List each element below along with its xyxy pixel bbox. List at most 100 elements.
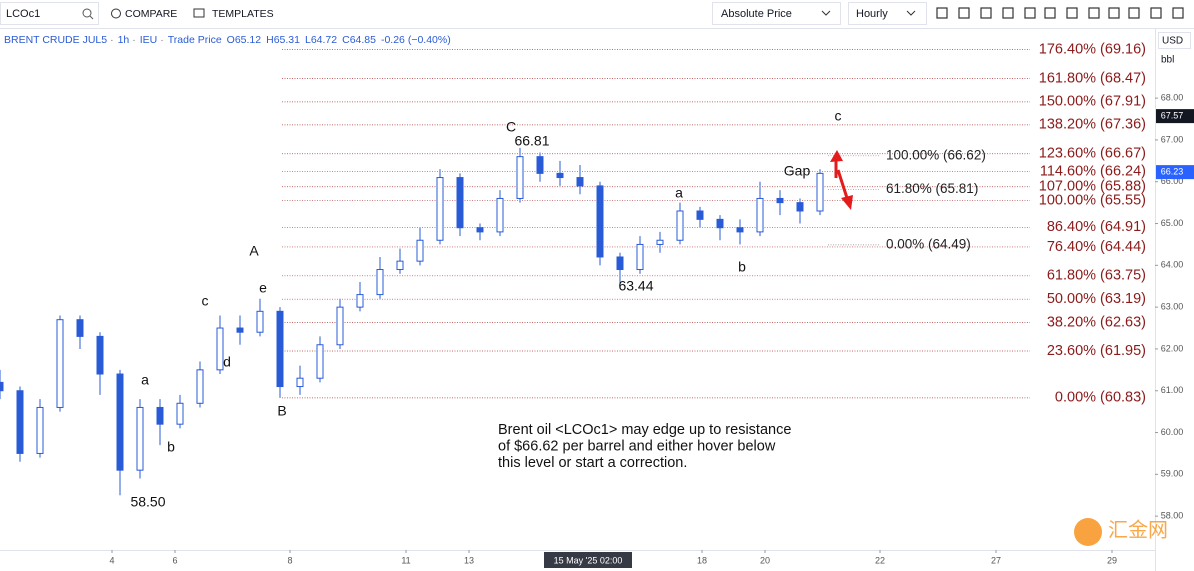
wave-label: C [506, 119, 516, 135]
y-tick-label: 58.00 [1161, 511, 1184, 521]
separator: · [110, 34, 114, 46]
candle-body [636, 243, 644, 271]
symbol[interactable]: LCOc1 [6, 8, 40, 20]
tool-icon[interactable] [1066, 7, 1078, 19]
fib-level-label: 107.00% (65.88) [1039, 179, 1146, 195]
y-tick-label: 67.00 [1161, 134, 1184, 144]
candle-body [296, 377, 304, 388]
fib-level-label: 38.20% (62.63) [1047, 314, 1146, 330]
legend-name: BRENT CRUDE JUL5 [4, 34, 107, 46]
candle-body [176, 402, 184, 425]
candle-body [396, 260, 404, 271]
candle-body [476, 227, 484, 233]
wave-label: 58.50 [130, 494, 165, 510]
templates-button[interactable]: TEMPLATES [212, 8, 274, 20]
price-tag [1156, 165, 1194, 180]
fib-level-label: 76.40% (64.44) [1047, 239, 1146, 255]
watermark: 汇金网 [1108, 518, 1168, 541]
candle-body [756, 197, 764, 233]
candle-body [76, 319, 84, 337]
x-tick-label: 8 [287, 555, 292, 565]
currency-button[interactable] [1158, 32, 1191, 49]
fib-level-label: 161.80% (68.47) [1039, 70, 1146, 86]
candle-body [256, 310, 264, 333]
projection-label: 0.00% (64.49) [886, 236, 971, 251]
candle-body [336, 306, 344, 346]
tool-icon[interactable] [958, 7, 970, 19]
candle-body [216, 327, 224, 371]
candle-body [516, 156, 524, 199]
candle-body [0, 381, 4, 392]
candle-body [56, 319, 64, 408]
y-tick-label: 59.00 [1161, 469, 1184, 479]
fib-level-label: 23.60% (61.95) [1047, 343, 1146, 359]
wave-label: Gap [784, 163, 811, 179]
price-tag-label: 66.23 [1161, 166, 1184, 176]
price-mode-select[interactable] [712, 2, 841, 25]
tool-icon[interactable] [980, 7, 992, 19]
legend-interval: 1h [118, 34, 130, 46]
templates-icon [193, 8, 205, 18]
x-tick-label: 29 [1107, 555, 1117, 565]
y-tick-label: 63.00 [1161, 302, 1184, 312]
compare-button[interactable]: COMPARE [125, 8, 177, 20]
candle-body [536, 156, 544, 174]
legend-price_type: Trade Price [168, 34, 222, 46]
fib-level-label: 150.00% (67.91) [1039, 94, 1146, 110]
projection-label: 100.00% (66.62) [886, 147, 986, 162]
fib-level-label: 61.80% (63.75) [1047, 268, 1146, 284]
y-tick-label: 65.00 [1161, 218, 1184, 228]
candle-body [236, 327, 244, 333]
candle-body [796, 202, 804, 212]
tool-icon[interactable] [1088, 7, 1100, 19]
tool-icon[interactable] [1002, 7, 1014, 19]
candle-body [276, 310, 284, 388]
legend-low: L64.72 [305, 34, 337, 46]
candle-body [616, 256, 624, 271]
price-mode[interactable]: Absolute Price [721, 8, 792, 20]
candle-body [576, 177, 584, 187]
candle-body [436, 177, 444, 241]
arrow-down-head [841, 195, 853, 210]
x-tick-label: 4 [109, 555, 114, 565]
chevron [821, 10, 831, 16]
fib-level-label: 50.00% (63.19) [1047, 291, 1146, 307]
x-tick-label: 27 [991, 555, 1001, 565]
x-tick-label: 20 [760, 555, 770, 565]
tool-icon[interactable] [1150, 7, 1162, 19]
candle-body [736, 227, 744, 233]
tool-icon[interactable] [1044, 7, 1056, 19]
y-tick-label: 66.00 [1161, 176, 1184, 186]
crosshair-label: 15 May '25 02:00 [554, 555, 623, 565]
arrow-down [836, 169, 849, 199]
candle-body [776, 197, 784, 204]
tool-icon[interactable] [936, 7, 948, 19]
tool-icon[interactable] [1172, 7, 1184, 19]
y-tick-label: 68.00 [1161, 93, 1184, 103]
x-tick-label: 18 [697, 555, 707, 565]
legend-high: H65.31 [266, 34, 300, 46]
wave-label: c [835, 108, 842, 124]
tool-icon[interactable] [1128, 7, 1140, 19]
fib-level-label: 86.40% (64.91) [1047, 219, 1146, 235]
currency[interactable]: USD [1162, 36, 1183, 47]
candle-body [356, 294, 364, 308]
candle-body [16, 390, 24, 454]
interval[interactable]: Hourly [856, 8, 888, 20]
interval-select[interactable] [848, 2, 927, 25]
legend-close: C64.85 [342, 34, 376, 46]
y-tick-label: 61.00 [1161, 385, 1184, 395]
tool-icon[interactable] [1024, 7, 1036, 19]
candle-body [416, 239, 424, 262]
candle-body [656, 239, 664, 245]
legend-exchange: IEU [140, 34, 158, 46]
candle-body [136, 406, 144, 471]
crosshair-tag [544, 552, 632, 568]
arrow-up-head [830, 150, 843, 162]
symbol-search[interactable] [0, 2, 99, 25]
note-line: Brent oil <LCOc1> may edge up to resista… [498, 422, 791, 438]
wave-label: d [223, 354, 231, 370]
wave-label: c [202, 293, 209, 309]
tool-icon[interactable] [1108, 7, 1120, 19]
